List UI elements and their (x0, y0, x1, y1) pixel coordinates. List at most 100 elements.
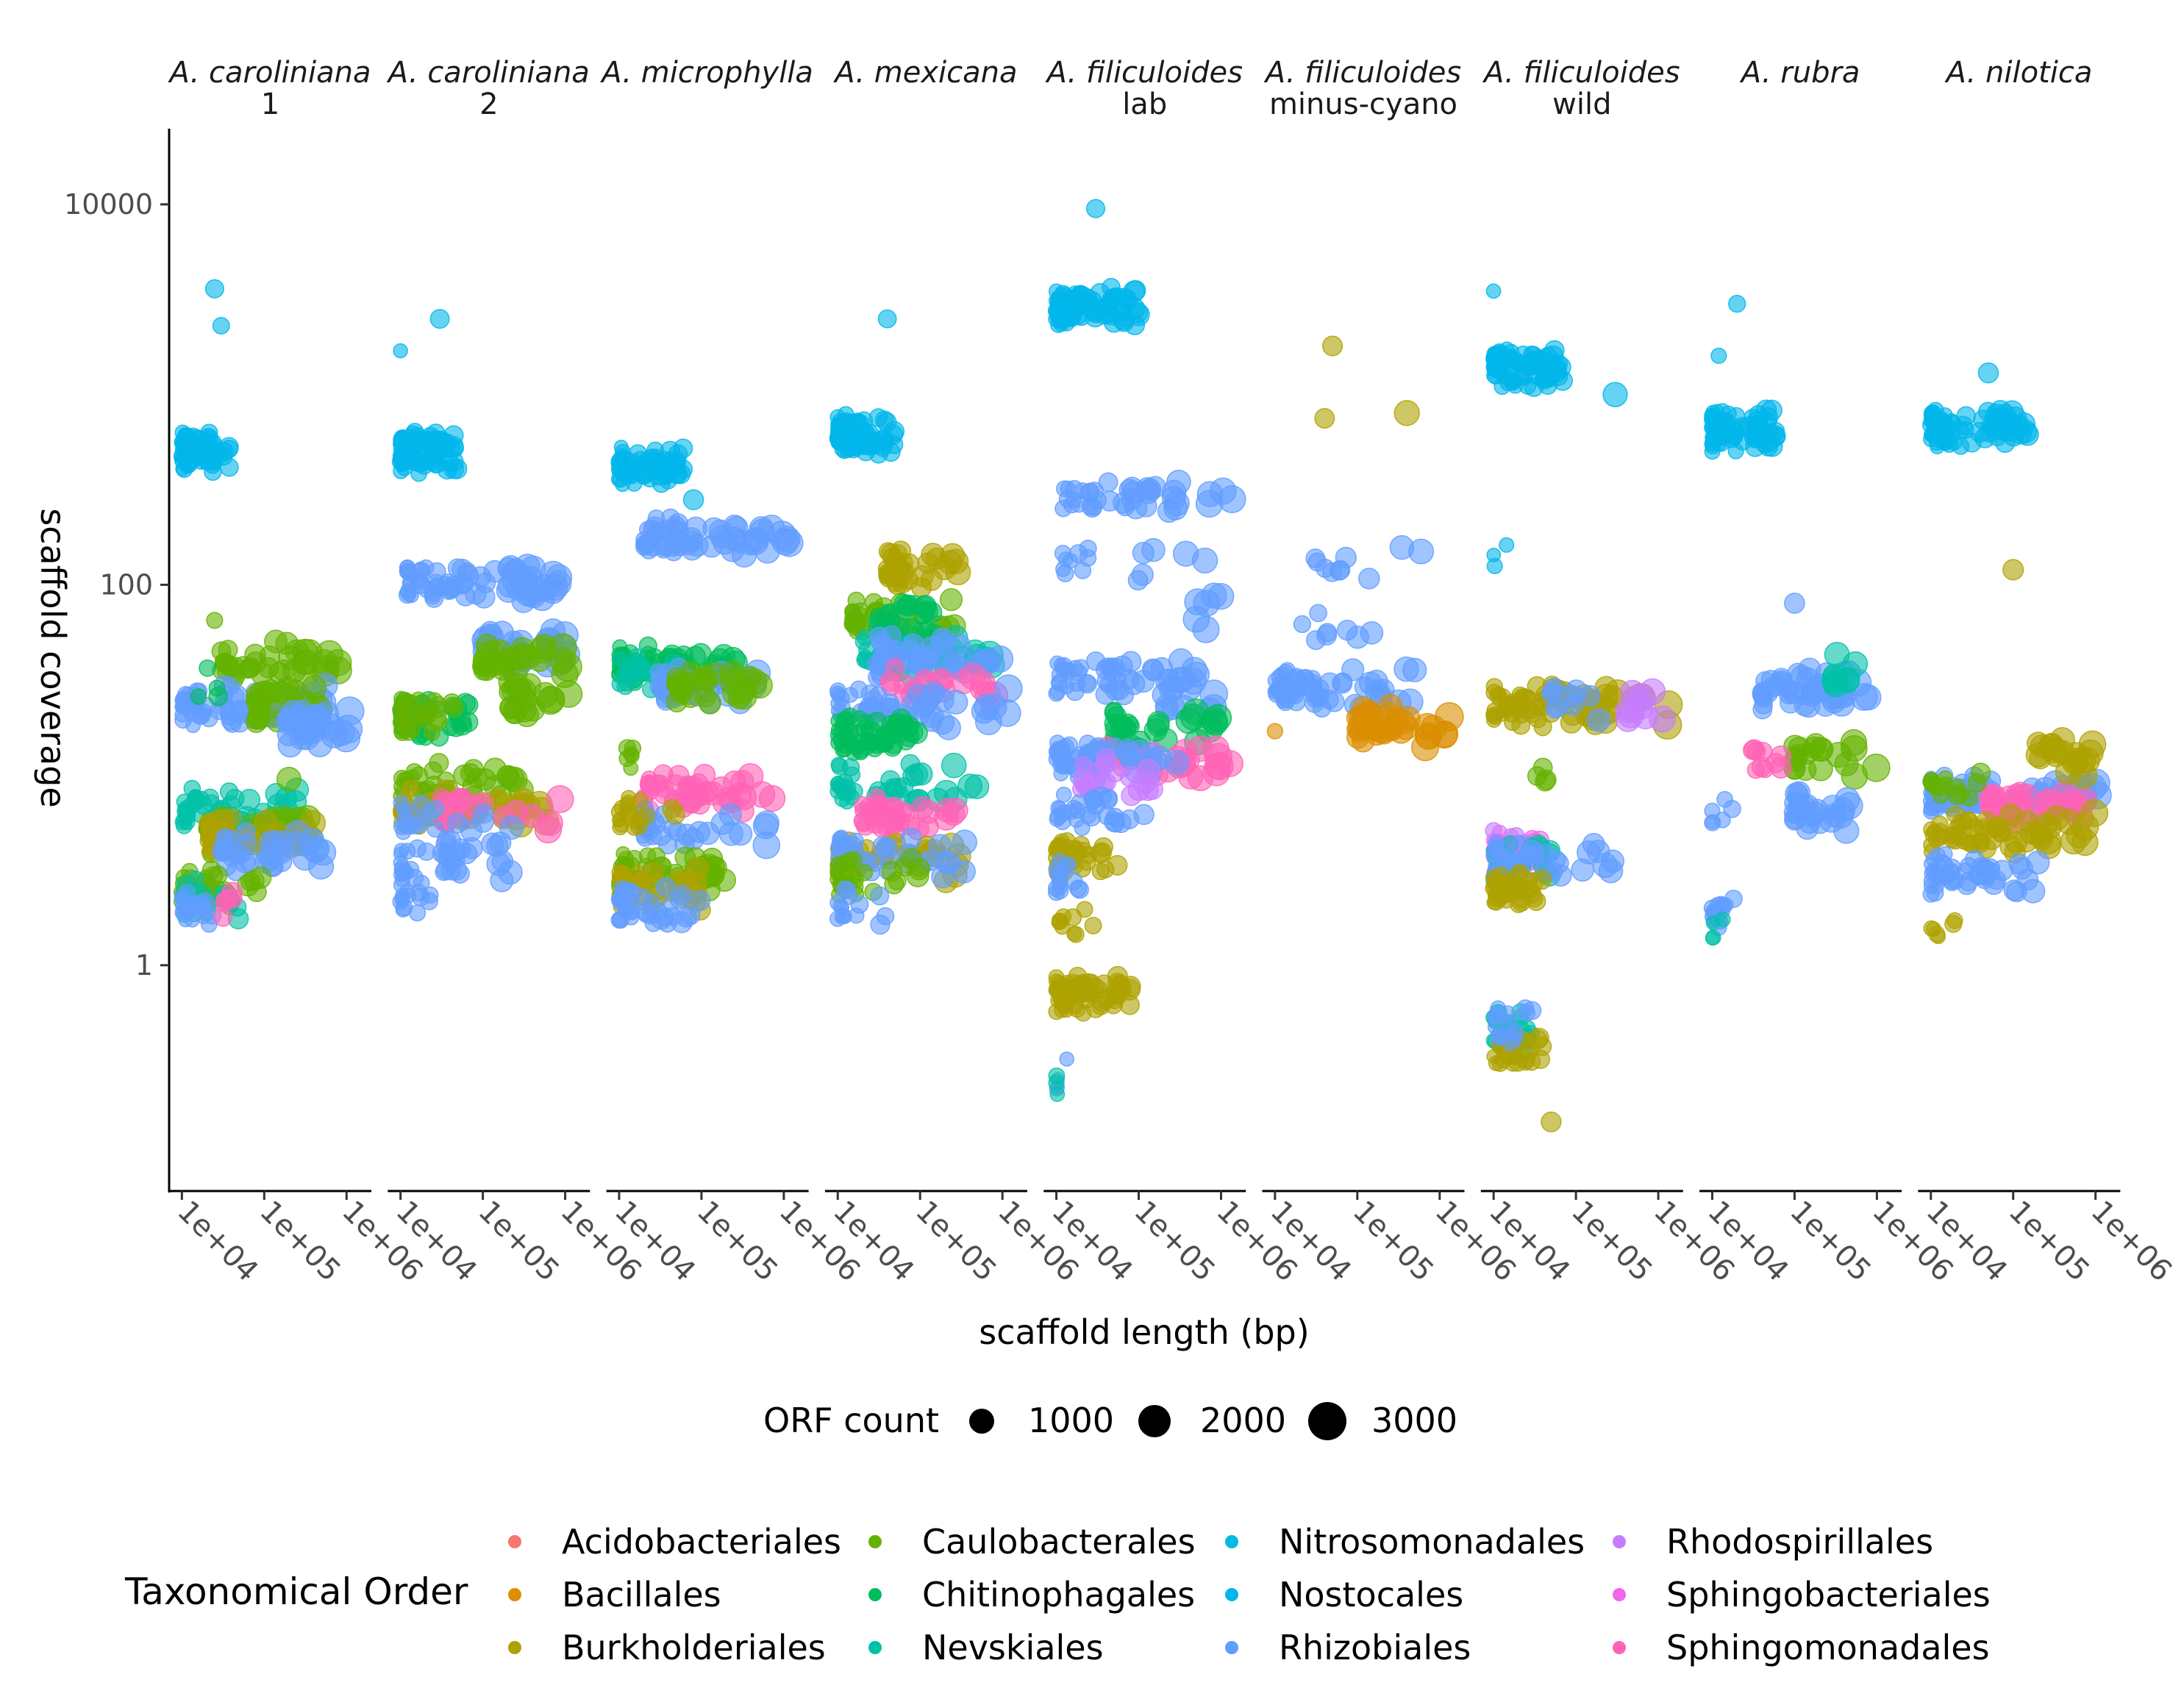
scatter-point (1137, 779, 1159, 801)
scatter-point (725, 515, 749, 540)
scatter-point (472, 585, 496, 609)
x-tick-label: 1e+05 (1346, 1195, 1441, 1289)
size-legend-key (1308, 1402, 1346, 1440)
scatter-point (1322, 335, 1343, 357)
scatter-point (223, 808, 242, 827)
scatter-point (240, 657, 261, 679)
x-tick-label: 1e+05 (472, 1195, 566, 1289)
scatter-point (2002, 559, 2024, 581)
scatter-point (443, 458, 465, 479)
scatter-point (851, 437, 868, 455)
scatter-point (476, 642, 499, 665)
scatter-point (830, 435, 846, 450)
scatter-point (1307, 552, 1327, 572)
scatter-point (830, 734, 848, 751)
scatter-point (458, 712, 479, 732)
scatter-point (1798, 657, 1821, 682)
scatter-point (309, 839, 337, 866)
legend-label: Rhizobiales (1279, 1628, 1471, 1667)
scatter-point (1927, 425, 1943, 441)
scatter-point (220, 657, 240, 677)
legend-key-bacillales (508, 1588, 521, 1601)
scatter-point (880, 770, 901, 790)
scatter-point (1523, 845, 1544, 865)
scatter-point (1835, 792, 1863, 820)
x-tick-label: 1e+05 (1783, 1195, 1877, 1289)
scatter-point (877, 309, 897, 329)
legend-key-chitinophagales (868, 1588, 882, 1601)
scatter-point (411, 887, 430, 907)
scatter-point (964, 774, 990, 799)
scatter-point (662, 798, 682, 819)
scatter-point (402, 860, 420, 879)
scatter-point (1507, 1048, 1524, 1066)
scatter-point (1060, 480, 1076, 496)
scatter-point (1074, 562, 1092, 579)
scatter-point (730, 770, 754, 794)
scatter-point (684, 516, 707, 540)
scatter-point (1389, 534, 1415, 560)
scatter-point (539, 560, 567, 589)
scatter-point (643, 862, 664, 882)
scatter-point (504, 672, 529, 697)
scatter-point (1133, 804, 1155, 826)
scatter-point (1084, 916, 1102, 934)
scatter-point (718, 803, 742, 826)
scatter-point (623, 760, 639, 776)
scatter-point (928, 834, 952, 858)
scatter-point (1310, 679, 1330, 698)
scatter-point (444, 698, 464, 718)
scatter-point (179, 803, 196, 820)
legend-key-nevskiales (868, 1641, 882, 1654)
scatter-point (1050, 301, 1068, 320)
scatter-point (971, 698, 997, 724)
scatter-point (1705, 929, 1721, 945)
scatter-point (1393, 400, 1420, 426)
legend-label: Chitinophagales (922, 1575, 1195, 1615)
scatter-point (1082, 498, 1102, 518)
scatter-point (1930, 815, 1949, 834)
scatter-point (548, 633, 577, 662)
legend-key-sphingomonadales (1613, 1641, 1626, 1654)
scatter-point (1503, 372, 1521, 390)
scatter-point (1726, 429, 1743, 446)
scatter-point (1132, 542, 1155, 565)
scatter-point (208, 687, 228, 707)
facet-strip-species: A. caroliniana (167, 56, 371, 90)
scatter-point (1105, 657, 1126, 679)
scatter-point (644, 516, 665, 537)
scatter-point (1751, 757, 1772, 778)
scatter-point (698, 691, 721, 715)
scatter-point (1973, 820, 1995, 842)
scatter-point (396, 801, 412, 818)
scatter-point (206, 612, 224, 629)
scatter-point (201, 818, 221, 837)
scatter-point (505, 576, 532, 601)
scatter-point (1493, 360, 1509, 376)
scatter-point (1122, 481, 1145, 504)
legend-key-rhodospirillales (1613, 1535, 1626, 1548)
scatter-point (1048, 1074, 1065, 1091)
scatter-point (1076, 901, 1093, 918)
scatter-point (410, 691, 427, 709)
scatter-point (1099, 490, 1121, 512)
scatter-point (695, 668, 719, 692)
legend-label: Nitrosomonadales (1279, 1522, 1585, 1562)
scatter-point (872, 836, 893, 857)
legend-key-burkholderiales (508, 1641, 521, 1654)
scatter-point (1619, 679, 1646, 706)
scatter-point (918, 648, 941, 670)
scatter-point (1172, 540, 1199, 567)
scatter-point (689, 890, 711, 912)
scatter-point (452, 558, 473, 580)
facet-strip-subtitle: wild (1552, 87, 1611, 121)
scatter-point (1358, 568, 1380, 590)
scatter-point (188, 790, 206, 809)
scatter-point (1549, 366, 1569, 386)
scatter-point (529, 584, 556, 612)
scatter-point (1079, 539, 1097, 558)
scatter-point (731, 542, 757, 568)
scatter-point (188, 440, 207, 458)
facet-strip-subtitle: 1 (261, 87, 279, 121)
